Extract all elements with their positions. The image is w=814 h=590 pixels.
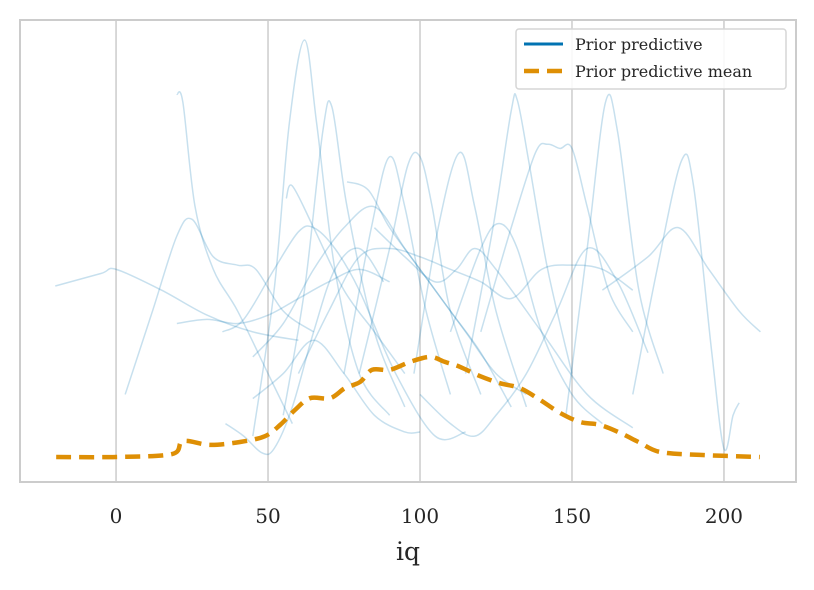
legend-mean-label: Prior predictive mean <box>575 62 752 81</box>
prior-sample-line <box>285 184 406 375</box>
prior-sample-line <box>419 247 649 438</box>
prior-sample-line <box>343 156 452 395</box>
x-tick-label: 100 <box>401 504 439 528</box>
prior-sample-line <box>565 93 664 416</box>
prior-sample-line <box>346 181 512 408</box>
prior-sample-line <box>222 225 466 441</box>
prior-predictive-samples <box>55 39 761 456</box>
prior-sample-line <box>358 151 482 395</box>
legend-prior-label: Prior predictive <box>575 35 703 54</box>
mean-line <box>56 354 760 460</box>
axes-frame <box>19 19 797 483</box>
x-tick-label: 0 <box>110 504 123 528</box>
legend: Prior predictive Prior predictive mean <box>515 28 787 90</box>
prior-predictive-mean <box>56 354 760 460</box>
prior-sample-line <box>373 227 634 429</box>
x-tick-label: 150 <box>553 504 591 528</box>
prior-sample-line <box>252 39 391 437</box>
x-tick-label: 50 <box>255 504 280 528</box>
legend-box <box>515 28 787 90</box>
prior-sample-line <box>176 91 294 424</box>
prior-sample-line <box>282 100 406 416</box>
prior-sample-line <box>480 142 634 333</box>
prior-sample-line <box>449 222 603 425</box>
prior-sample-line <box>124 217 315 395</box>
prior-sample-line <box>55 267 299 341</box>
prior-sample-line <box>601 226 761 333</box>
x-tick-labels: 0 50 100 150 200 <box>110 504 743 528</box>
prior-sample-line <box>252 205 527 396</box>
prior-sample-line <box>176 268 390 325</box>
prior-sample-line <box>225 247 385 456</box>
prior-sample-line <box>464 93 573 374</box>
prior-sample-line <box>297 247 634 374</box>
x-tick-label: 200 <box>705 504 743 528</box>
prior-sample-line <box>632 153 740 452</box>
grid <box>115 20 725 482</box>
x-axis-label: iq <box>396 537 420 566</box>
prior-sample-line <box>413 151 528 408</box>
prior-sample-line <box>252 339 421 434</box>
